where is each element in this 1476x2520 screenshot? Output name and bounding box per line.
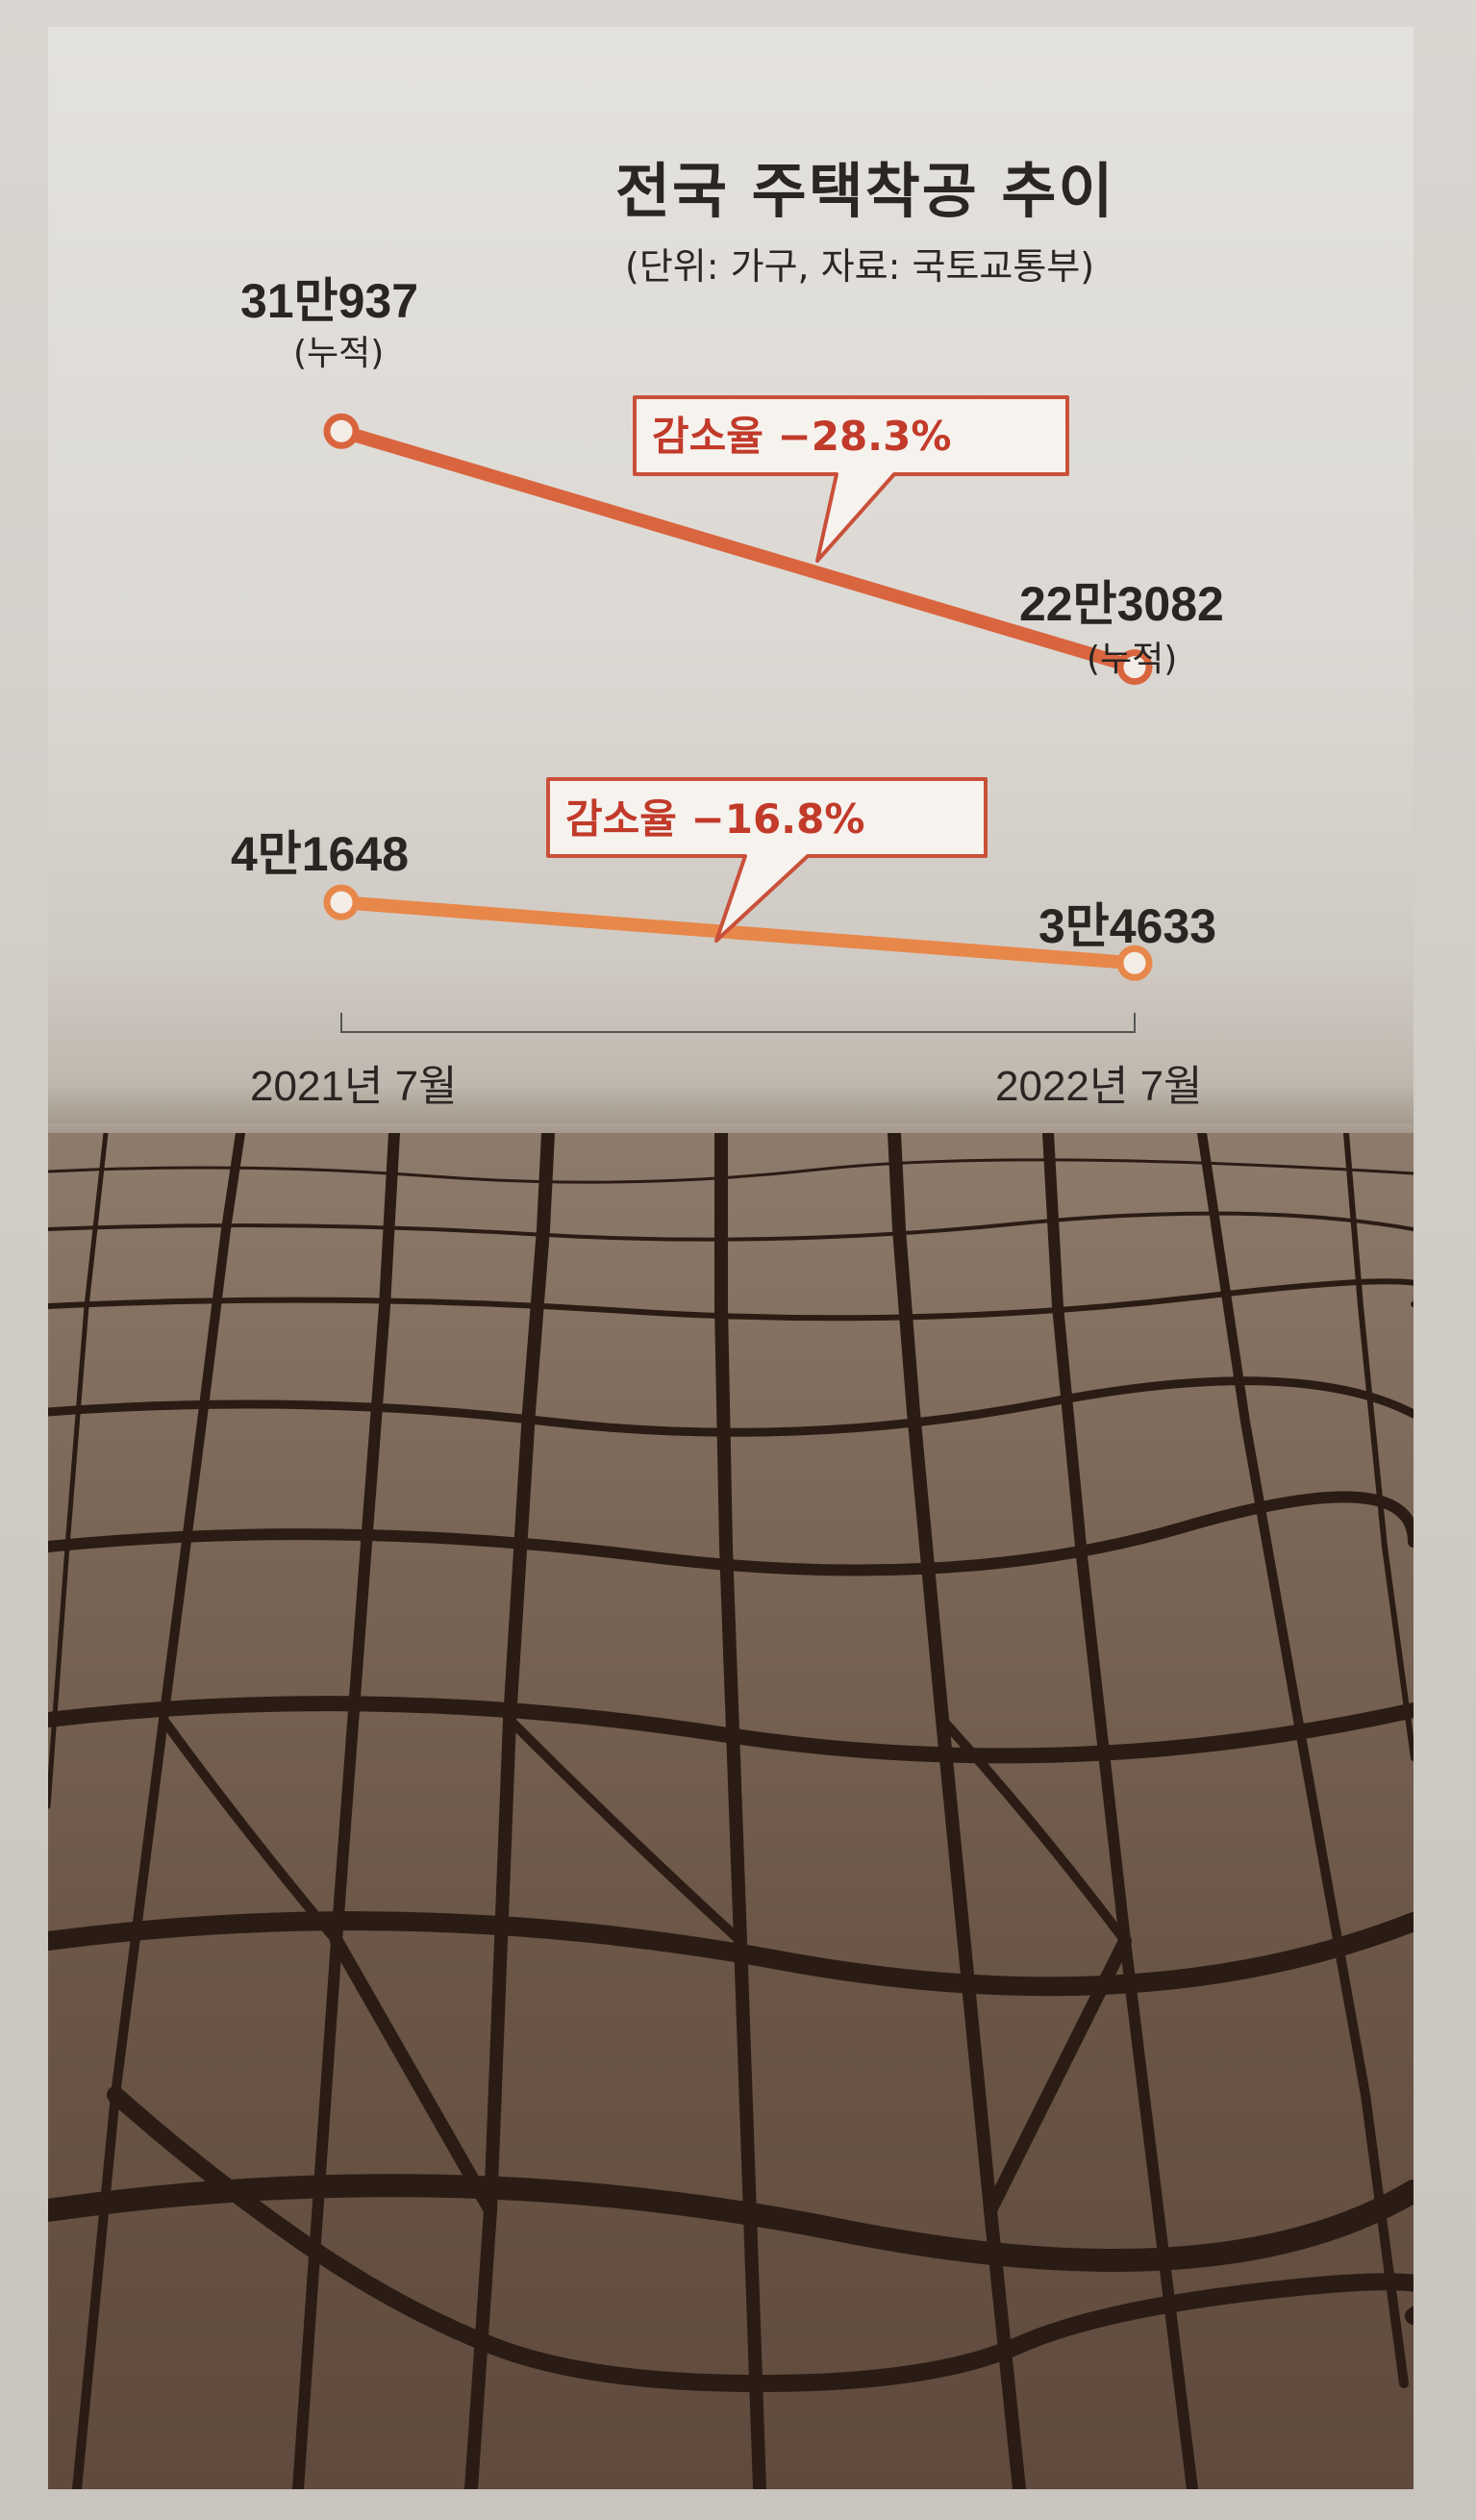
callout-series2-box: [546, 777, 988, 943]
infographic: 전국 주택착공 추이 (단위: 가구, 자료: 국토교통부) 31만937 (누…: [48, 27, 1413, 2489]
value-label-series1-2022: 22만3082: [1019, 577, 1224, 631]
series1-point-0: [323, 413, 360, 449]
series2-point-0: [323, 884, 360, 920]
callout-series2-text: 감소율 −16.8%: [565, 795, 865, 843]
note-series1-2022: (누적): [1087, 640, 1178, 679]
series1-point-1: [1116, 649, 1153, 686]
callout-series1-box: [633, 395, 1069, 563]
series2-line: [335, 895, 1141, 970]
x-axis-bracket: [340, 1013, 1136, 1033]
x-tick-label-2022: 2022년 7월: [995, 1063, 1203, 1110]
value-label-series2-2021: 4만1648: [231, 827, 410, 881]
series2-point-1: [1116, 945, 1153, 981]
chart-subtitle: (단위: 가구, 자료: 국토교통부): [625, 245, 1095, 288]
chart-title: 전국 주택착공 추이: [615, 156, 1115, 226]
crack-pattern: [48, 1133, 1413, 2489]
x-tick-label-2021: 2021년 7월: [250, 1063, 458, 1110]
value-label-series1-2021: 31만937: [240, 274, 419, 328]
note-series1-2021: (누적): [293, 334, 385, 373]
line-chart: [323, 395, 1153, 1033]
series1-line: [335, 424, 1141, 674]
sky-background: [48, 27, 1413, 1123]
callout-series1-text: 감소율 −28.3%: [652, 413, 952, 460]
cracked-earth-photo: [48, 1133, 1413, 2489]
value-label-series2-2022: 3만4633: [1038, 899, 1217, 953]
